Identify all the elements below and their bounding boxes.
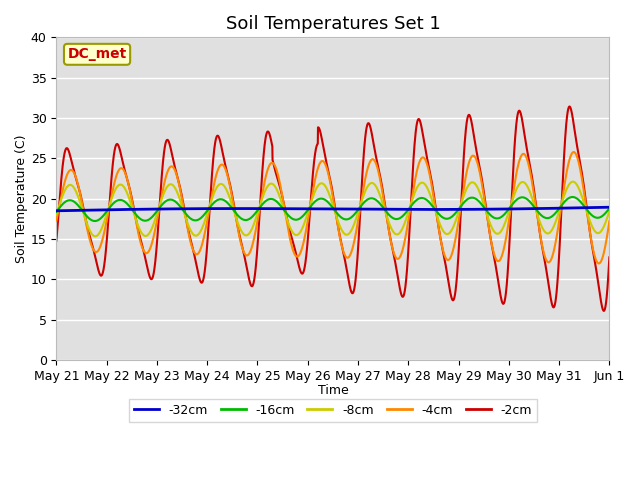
Y-axis label: Soil Temperature (C): Soil Temperature (C)	[15, 134, 28, 263]
Title: Soil Temperatures Set 1: Soil Temperatures Set 1	[225, 15, 440, 33]
Text: DC_met: DC_met	[67, 48, 127, 61]
Legend: -32cm, -16cm, -8cm, -4cm, -2cm: -32cm, -16cm, -8cm, -4cm, -2cm	[129, 398, 537, 421]
X-axis label: Time: Time	[317, 384, 348, 397]
